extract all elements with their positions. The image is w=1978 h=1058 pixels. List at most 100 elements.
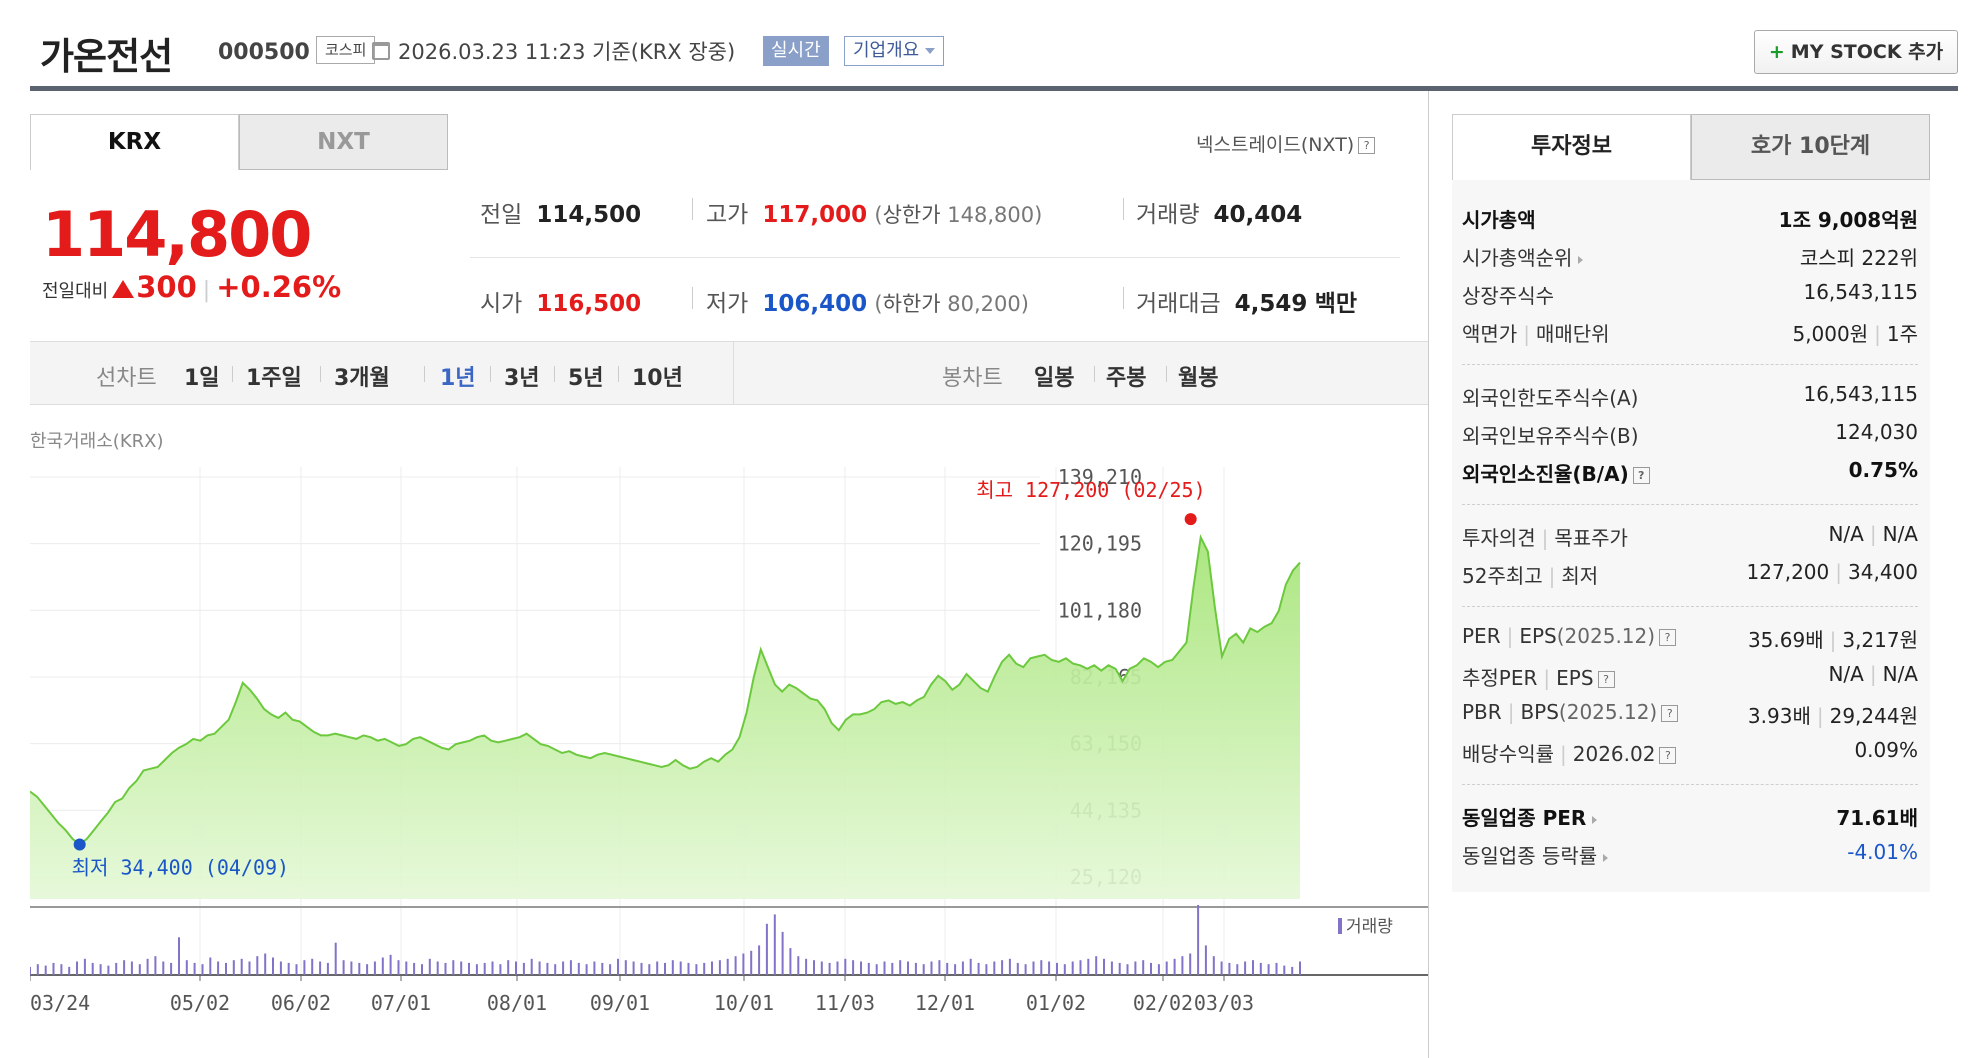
separator <box>424 366 425 382</box>
volume-bar <box>44 965 47 975</box>
help-icon[interactable]: ? <box>1659 747 1677 764</box>
tab-krx[interactable]: KRX <box>30 114 239 170</box>
dividend-year: 2026.02 <box>1572 742 1656 766</box>
volume-bar <box>538 961 541 975</box>
x-tick-label: 09/01 <box>590 991 650 1015</box>
period-10y[interactable]: 10년 <box>632 366 683 391</box>
candle-weekly[interactable]: 주봉 <box>1106 366 1147 391</box>
volume-label: 거래량 <box>1136 202 1200 228</box>
volume-bar <box>1252 960 1254 975</box>
volume-bar <box>1048 961 1051 975</box>
candle-daily[interactable]: 일봉 <box>1034 366 1075 391</box>
volume-bar <box>1236 964 1239 975</box>
volume-bar <box>522 962 525 975</box>
volume-bar <box>468 962 470 975</box>
volume-bar <box>789 948 792 975</box>
volume-bar <box>899 960 902 975</box>
volume-bar <box>68 966 71 975</box>
realtime-button[interactable]: 실시간 <box>763 36 829 66</box>
volume-bar <box>483 962 486 975</box>
volume-bar <box>985 964 988 975</box>
chevron-right-icon <box>1603 853 1609 862</box>
volume-bar <box>1079 960 1082 975</box>
period-1y[interactable]: 1년 <box>440 366 476 391</box>
y-tick-label: 139,210 <box>1058 465 1142 489</box>
volume-bar <box>993 961 996 975</box>
volume-bar <box>256 956 259 975</box>
corp-info-dropdown[interactable]: 기업개요 <box>844 36 945 66</box>
volume-bar <box>852 960 855 975</box>
volume-bar <box>750 950 753 975</box>
line-chart-label: 선차트 <box>96 366 157 391</box>
nxt-link[interactable]: 넥스트레이드(NXT)? <box>1196 130 1376 157</box>
tab-invest-info[interactable]: 투자정보 <box>1452 114 1691 180</box>
market-cap-rank-row[interactable]: 시가총액순위 코스피 222위 <box>1462 242 1918 272</box>
volume-bar <box>452 960 455 975</box>
help-icon[interactable]: ? <box>1597 671 1615 688</box>
est-per-label: 추정PER <box>1462 666 1538 690</box>
volume-bar <box>860 961 862 975</box>
volume-bar <box>773 914 776 975</box>
help-icon[interactable]: ? <box>1661 705 1679 722</box>
shares-label: 상장주식수 <box>1462 284 1554 308</box>
x-tick-label: 02/02 <box>1133 991 1193 1015</box>
opinion-value: N/A <box>1828 522 1864 546</box>
stock-header: 가온전선 000500 코스피 2026.03.23 11:23 기준(KRX … <box>30 22 1958 78</box>
separator <box>1094 366 1095 382</box>
period-3y[interactable]: 3년 <box>504 366 540 391</box>
my-stock-label: MY STOCK 추가 <box>1790 41 1944 63</box>
candle-monthly[interactable]: 월봉 <box>1178 366 1219 391</box>
volume-bar <box>146 958 149 975</box>
volume-bar <box>1181 956 1184 975</box>
max-label: 최고 127,200 (02/25) <box>976 478 1205 502</box>
volume-bar <box>193 962 196 975</box>
face-label: 액면가 <box>1462 322 1518 346</box>
stock-code: 000500 <box>218 40 310 65</box>
sector-per-label: 동일업종 PER <box>1462 806 1587 830</box>
volume-bar <box>828 962 831 975</box>
sector-per-row[interactable]: 동일업종 PER 71.61배 <box>1462 802 1918 832</box>
help-icon[interactable]: ? <box>1632 467 1650 484</box>
help-icon[interactable]: ? <box>1659 629 1677 646</box>
help-icon[interactable]: ? <box>1358 137 1376 154</box>
volume-bar <box>1032 961 1035 975</box>
open-value: 116,500 <box>536 291 642 317</box>
volume-bar <box>515 961 517 975</box>
volume-bar <box>805 958 808 975</box>
volume-bar <box>742 953 745 975</box>
period-3m[interactable]: 3개월 <box>334 366 390 391</box>
chart-source: 한국거래소(KRX) <box>30 431 164 452</box>
volume-bar <box>718 960 721 975</box>
volume-bar <box>577 962 580 975</box>
my-stock-add-button[interactable]: + MY STOCK 추가 <box>1754 30 1958 74</box>
volume-bar <box>562 961 565 975</box>
x-tick-label: 03/03 <box>1194 991 1254 1015</box>
week52-high-value: 127,200 <box>1746 560 1830 584</box>
volume-bar <box>617 958 619 975</box>
volume-bar <box>1040 960 1043 975</box>
tab-order-book[interactable]: 호가 10단계 <box>1691 114 1930 180</box>
separator <box>1123 287 1124 309</box>
volume-bar <box>491 961 494 975</box>
period-1w[interactable]: 1주일 <box>246 366 302 391</box>
foreign-hold-label: 외국인보유주식수(B) <box>1462 424 1639 448</box>
volume-bar <box>358 962 361 975</box>
change-value: 300 <box>136 270 197 304</box>
volume-bar <box>758 945 761 975</box>
period-1d[interactable]: 1일 <box>184 366 220 391</box>
opinion-row: 투자의견 | 목표주가 N/A | N/A <box>1462 522 1918 550</box>
volume-bar <box>185 960 188 975</box>
candle-chart-label: 봉차트 <box>942 366 1003 391</box>
sector-change-row[interactable]: 동일업종 등락률 -4.01% <box>1462 840 1918 870</box>
volume-bar <box>726 958 729 975</box>
volume-bar <box>428 958 431 975</box>
tab-nxt[interactable]: NXT <box>239 114 448 170</box>
low-price: 저가 106,400 (하한가 80,200) <box>706 291 1029 317</box>
volume-bar <box>60 964 63 975</box>
volume-bar <box>444 962 447 975</box>
volume-bar <box>1189 953 1192 975</box>
period-5y[interactable]: 5년 <box>568 366 604 391</box>
volume-bar <box>883 961 886 975</box>
open-price: 시가 116,500 <box>480 284 641 318</box>
volume-bar <box>83 958 86 975</box>
